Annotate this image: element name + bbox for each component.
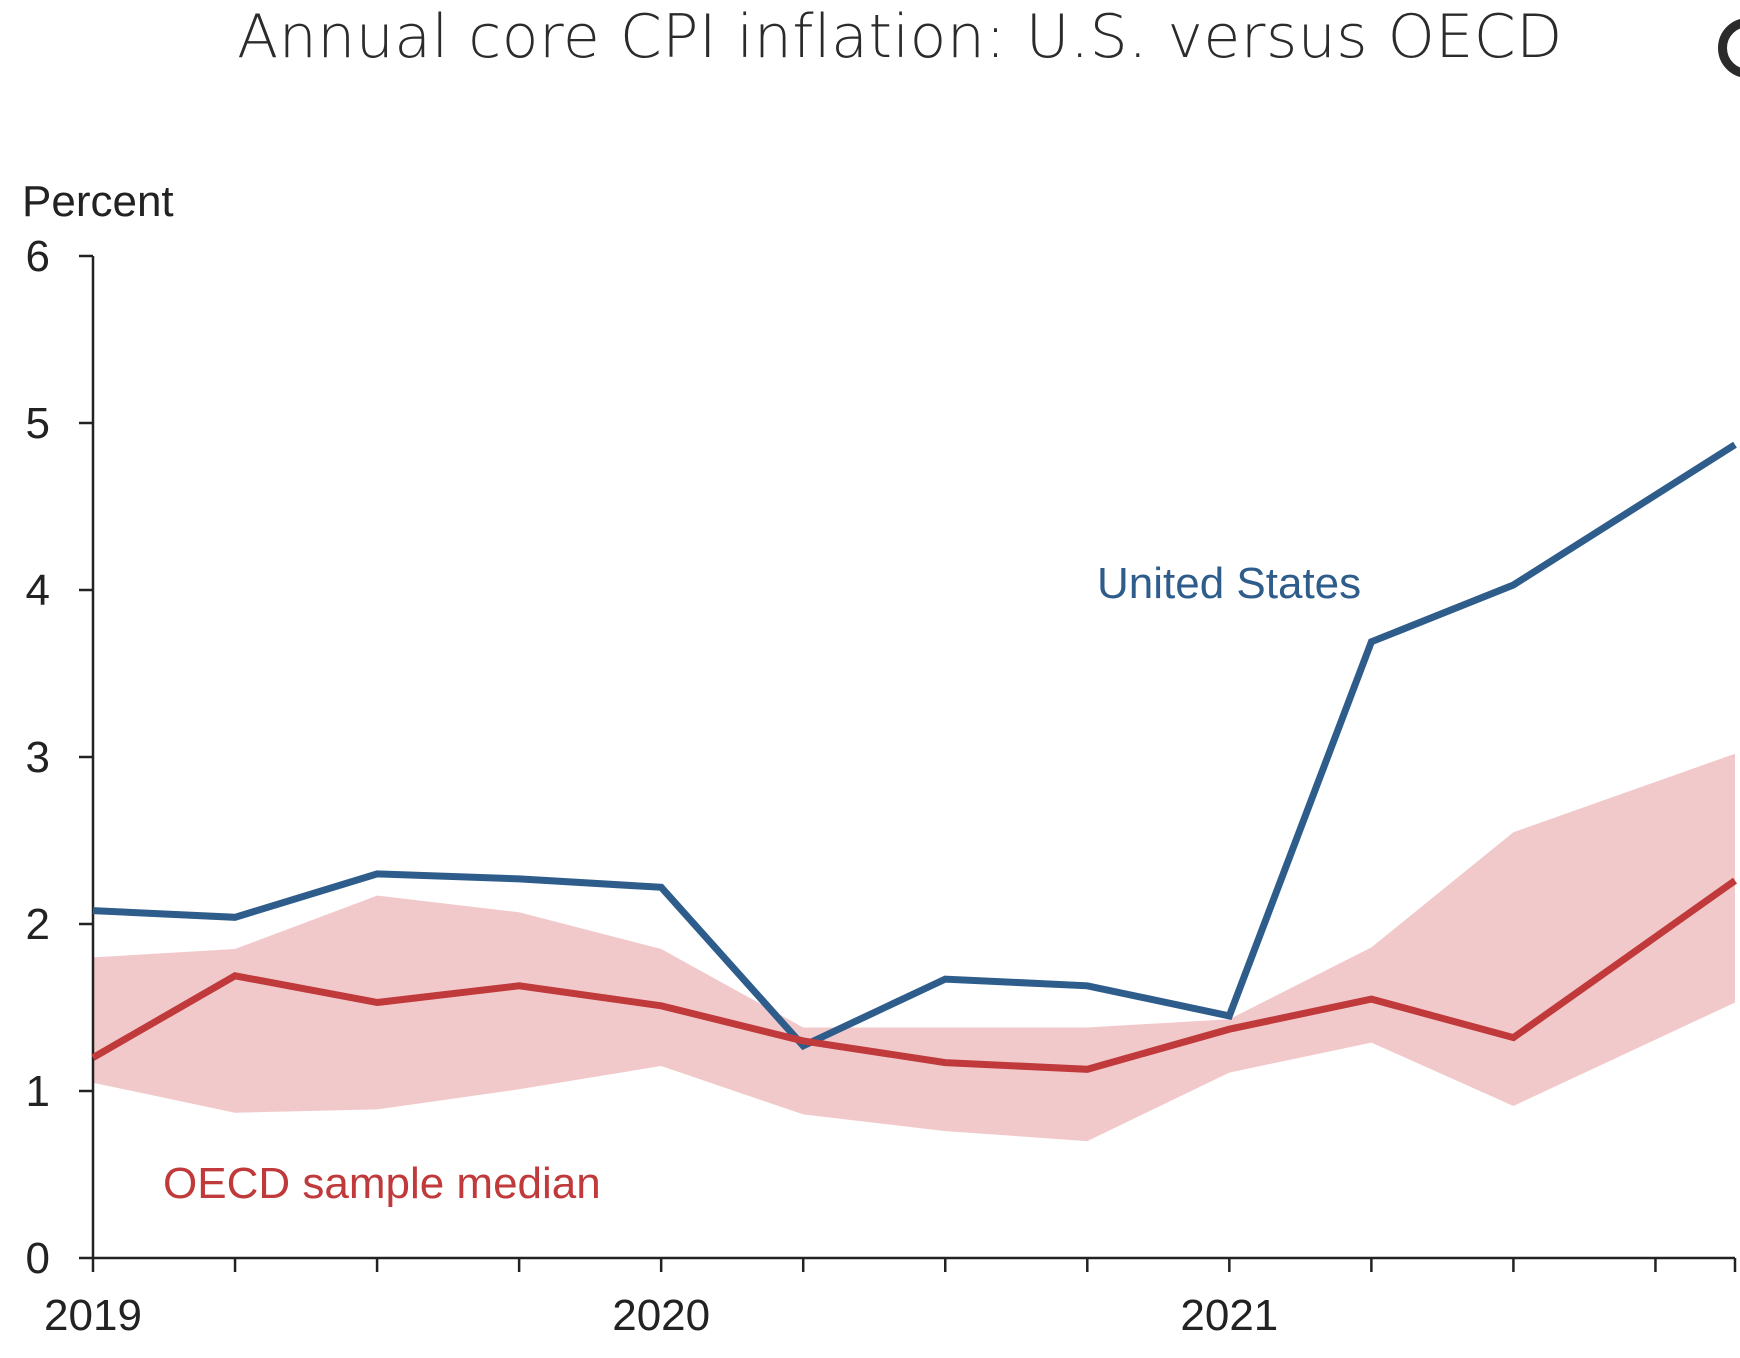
y-tick-label: 5	[26, 399, 50, 448]
y-tick-label: 4	[26, 566, 50, 615]
us-series-label: United States	[1097, 559, 1361, 608]
us-series-line	[92, 441, 1737, 1051]
oecd-series-label: OECD sample median	[163, 1159, 601, 1208]
y-axis-title: Percent	[22, 177, 174, 226]
oecd-median-line	[91, 877, 1738, 1073]
axes-layer: 0 1 2 3 4 5 6 Percent 2019 2020 2021	[22, 177, 1737, 1340]
labels-layer: United States OECD sample median	[163, 559, 1361, 1208]
y-tick-label: 0	[26, 1234, 50, 1283]
y-tick-label: 3	[26, 733, 50, 782]
y-tick-label: 2	[26, 900, 50, 949]
chart-title: Annual core CPI inflation: U.S. versus O…	[237, 2, 1563, 72]
x-tick-label: 2021	[1180, 1291, 1278, 1340]
x-tick-label: 2020	[612, 1291, 710, 1340]
series-layer	[91, 441, 1738, 1073]
y-tick-label: 1	[26, 1067, 50, 1116]
band-layer	[93, 753, 1735, 1142]
y-tick-label: 6	[26, 232, 50, 281]
x-tick-label: 2019	[44, 1291, 142, 1340]
oecd-range-band	[93, 753, 1735, 1142]
